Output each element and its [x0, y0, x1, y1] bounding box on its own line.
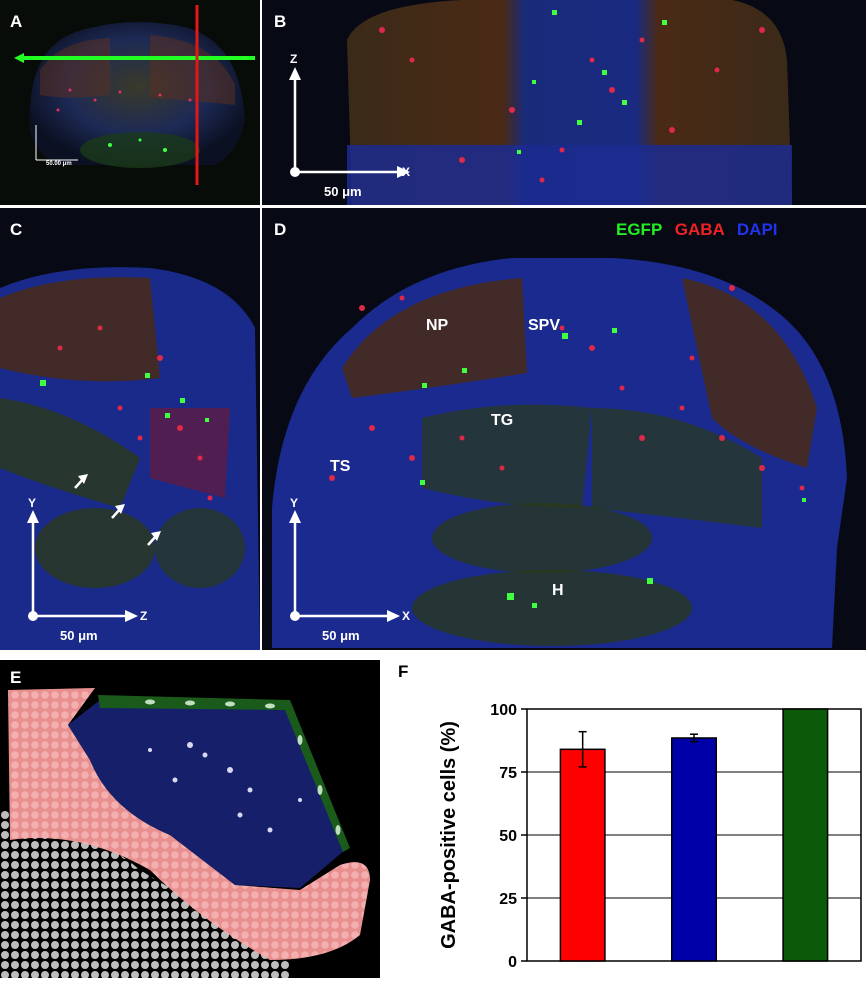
region-tg: TG	[491, 412, 514, 429]
y-tick-label: 100	[490, 702, 517, 719]
panel-c-scale: 50 μm	[60, 628, 98, 643]
panel-e: E	[0, 660, 380, 978]
panel-a-label: A	[10, 12, 23, 31]
panel-b-label: B	[274, 12, 287, 31]
panel-a-scale-text: 50.00 μm	[46, 161, 72, 167]
panel-b-axis-h: X	[402, 165, 411, 179]
bar-np	[670, 737, 718, 962]
y-axis-label: GABA-positive cells (%)	[438, 721, 460, 949]
panel-d-label: D	[274, 220, 287, 239]
y-tick-label: 50	[499, 828, 517, 845]
panel-c-label: C	[10, 220, 23, 239]
legend-egfp: EGFP	[616, 220, 662, 239]
bar-sup	[782, 708, 829, 962]
panel-e-label: E	[10, 668, 22, 687]
x-tick-label: Sup	[785, 978, 827, 981]
y-tick-label: 75	[499, 765, 517, 782]
legend: EGFP GABA DAPI	[616, 220, 778, 240]
region-spv: SPV	[528, 317, 561, 334]
panel-d-axis-h: X	[402, 609, 411, 623]
panel-c-image	[0, 267, 260, 650]
bar-spv	[559, 748, 606, 962]
x-tick-label: NP	[679, 978, 710, 981]
panel-c-axis-v: Y	[28, 496, 37, 510]
y-tick-label: 0	[508, 954, 517, 971]
region-np: NP	[426, 317, 449, 334]
panel-a-image	[14, 5, 255, 185]
panel-b-axis-v: Z	[290, 52, 298, 66]
panel-b: B Z X 50 μm	[262, 0, 866, 205]
x-tick-label: SPV	[561, 978, 605, 981]
region-h: H	[552, 582, 564, 599]
panel-c: C Y Z 50 μm	[0, 208, 260, 650]
panel-d-image	[272, 258, 847, 648]
panel-d-scale: 50 μm	[322, 628, 360, 643]
legend-dapi: DAPI	[736, 220, 778, 239]
y-tick-label: 25	[499, 891, 517, 908]
panel-f-label: F	[398, 662, 409, 681]
panel-a: A 50.00 μm	[0, 0, 260, 205]
panel-d-axis-v: Y	[290, 496, 299, 510]
panel-d: D EGFP GABA DAPI NP SPV TG TS H Y X 50 μ…	[262, 208, 866, 650]
panel-b-image	[289, 0, 792, 205]
panel-e-image	[0, 688, 370, 978]
chart-gaba-positive: 0 25 50 75 100 SPV NP Sup GABA-positive cells (%…	[438, 702, 862, 981]
legend-gaba: GABA	[674, 220, 725, 239]
panel-c-axis-h: Z	[140, 609, 148, 623]
region-ts: TS	[330, 458, 351, 475]
panel-b-scale: 50 μm	[324, 184, 362, 199]
